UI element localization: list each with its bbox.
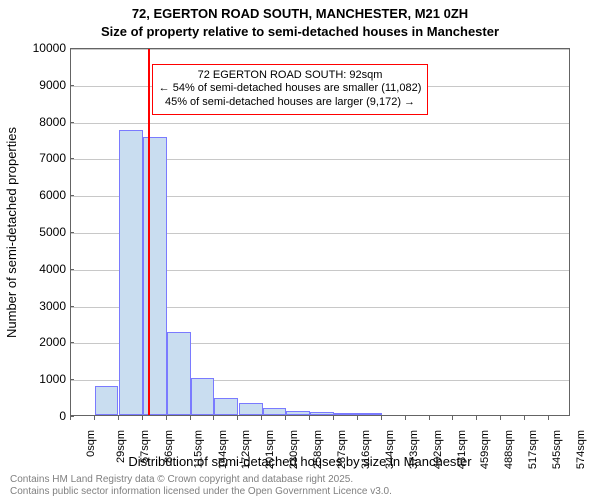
x-tick-mark — [94, 416, 95, 420]
histogram-bar — [143, 137, 167, 415]
y-tick-label: 8000 — [6, 115, 66, 129]
y-tick-label: 7000 — [6, 151, 66, 165]
chart-title: 72, EGERTON ROAD SOUTH, MANCHESTER, M21 … — [0, 6, 600, 21]
x-tick-mark — [285, 416, 286, 420]
x-tick-mark — [70, 416, 71, 420]
x-tick-mark — [309, 416, 310, 420]
histogram-bar — [239, 403, 263, 415]
y-tick-label: 10000 — [6, 41, 66, 55]
y-tick-label: 1000 — [6, 372, 66, 386]
x-tick-mark — [333, 416, 334, 420]
y-tick-label: 5000 — [6, 225, 66, 239]
x-tick-mark — [142, 416, 143, 420]
y-tick-label: 4000 — [6, 262, 66, 276]
histogram-bar — [334, 413, 357, 415]
x-tick-mark — [524, 416, 525, 420]
y-tick-label: 9000 — [6, 78, 66, 92]
histogram-bar — [214, 398, 238, 415]
y-tick-label: 2000 — [6, 335, 66, 349]
gridline — [71, 123, 569, 124]
histogram-bar — [358, 413, 382, 415]
x-tick-mark — [237, 416, 238, 420]
y-tick-label: 3000 — [6, 299, 66, 313]
x-tick-mark — [548, 416, 549, 420]
histogram-bar — [119, 130, 143, 415]
x-tick-mark — [213, 416, 214, 420]
chart-subtitle: Size of property relative to semi-detach… — [0, 24, 600, 39]
histogram-bar — [191, 378, 214, 415]
histogram-chart: 72, EGERTON ROAD SOUTH, MANCHESTER, M21 … — [0, 0, 600, 500]
x-tick-mark — [452, 416, 453, 420]
histogram-bar — [310, 412, 334, 415]
histogram-bar — [95, 386, 118, 415]
annotation-line: 72 EGERTON ROAD SOUTH: 92sqm — [159, 69, 422, 83]
x-tick-mark — [166, 416, 167, 420]
x-tick-mark — [476, 416, 477, 420]
x-tick-mark — [381, 416, 382, 420]
x-tick-mark — [429, 416, 430, 420]
histogram-bar — [263, 408, 286, 415]
x-tick-mark — [357, 416, 358, 420]
x-tick-mark — [190, 416, 191, 420]
plot-area: 72 EGERTON ROAD SOUTH: 92sqm← 54% of sem… — [70, 48, 570, 416]
footer-line-2: Contains public sector information licen… — [10, 486, 392, 497]
marker-line — [148, 49, 150, 415]
histogram-bar — [286, 411, 310, 415]
x-tick-mark — [261, 416, 262, 420]
annotation-box: 72 EGERTON ROAD SOUTH: 92sqm← 54% of sem… — [152, 64, 429, 115]
x-tick-mark — [118, 416, 119, 420]
x-tick-mark — [500, 416, 501, 420]
x-tick-label: 0sqm — [85, 430, 97, 457]
gridline — [71, 49, 569, 50]
y-tick-label: 0 — [6, 409, 66, 423]
footer-line-1: Contains HM Land Registry data © Crown c… — [10, 474, 353, 485]
x-tick-mark — [405, 416, 406, 420]
annotation-line: ← 54% of semi-detached houses are smalle… — [159, 82, 422, 96]
x-axis-label: Distribution of semi-detached houses by … — [0, 454, 600, 469]
y-tick-label: 6000 — [6, 188, 66, 202]
histogram-bar — [167, 332, 191, 415]
annotation-line: 45% of semi-detached houses are larger (… — [159, 96, 422, 110]
